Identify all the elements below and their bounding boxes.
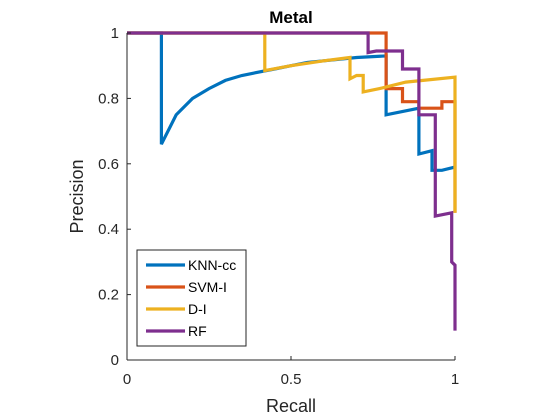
y-tick-label: 0.2 [98, 287, 119, 304]
x-tick-label: 0 [123, 371, 131, 388]
series-layer [127, 31, 457, 331]
series-line-svm-i [127, 31, 457, 213]
legend-label-d-i: D-I [188, 301, 207, 317]
chart-title: Metal [269, 8, 312, 27]
x-tick-label: 1 [451, 371, 459, 388]
y-tick-label: 1 [111, 25, 119, 42]
legend-label-rf: RF [188, 323, 207, 339]
series-line-rf [127, 31, 457, 331]
x-tick-label: 0.5 [281, 371, 302, 388]
y-tick-label: 0.4 [98, 221, 119, 238]
series-line-d-i [127, 31, 457, 213]
y-axis-label: Precision [67, 159, 87, 233]
x-axis-label: Recall [266, 396, 316, 416]
y-tick-label: 0.8 [98, 90, 119, 107]
legend-label-svm-i: SVM-I [188, 279, 227, 295]
axes-layer: 0 0.5 1 0 0.2 0.4 0.6 0.8 1 [98, 25, 459, 388]
legend: KNN-cc SVM-I D-I RF [136, 249, 247, 347]
y-tick-label: 0 [111, 352, 119, 369]
y-tick-label: 0.6 [98, 156, 119, 173]
legend-label-knn-cc: KNN-cc [188, 257, 236, 273]
